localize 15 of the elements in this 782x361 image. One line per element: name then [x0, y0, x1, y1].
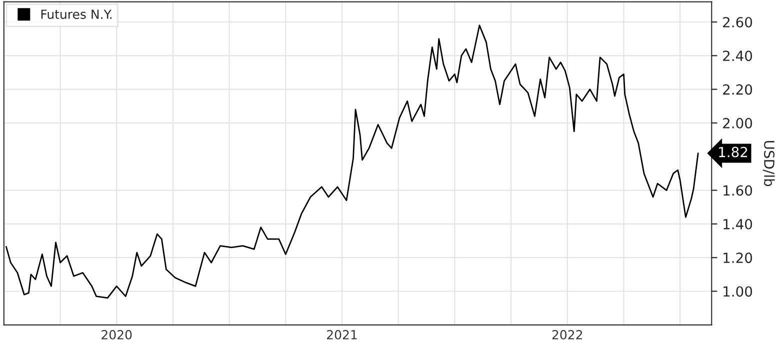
y-tick-label: 2.60: [723, 16, 752, 28]
y-tick-label: 2.40: [723, 50, 752, 62]
y-tick-label: 1.40: [724, 218, 752, 230]
x-tick-label: 2020: [102, 330, 132, 340]
y-tick-label: 1.00: [724, 286, 752, 297]
y-tick-label: 1.20: [724, 252, 752, 264]
x-tick-label: 2021: [327, 330, 357, 340]
y-tick-label: 2.00: [723, 118, 752, 128]
line-series: [5, 24, 699, 299]
y-tick-label: 1.60: [724, 185, 752, 196]
y-axis-title: USD/lb: [762, 141, 775, 186]
legend-label: Futures N.Y.: [41, 10, 112, 19]
annotation: 1.82: [719, 146, 748, 158]
x-tick-label: 2022: [552, 330, 582, 340]
y-tick-label: 2.20: [723, 84, 752, 95]
